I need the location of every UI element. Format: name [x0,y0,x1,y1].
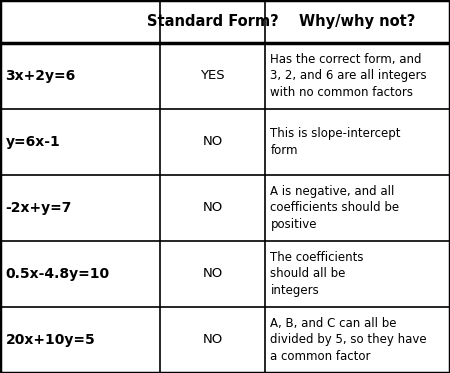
Text: y=6x-1: y=6x-1 [5,135,60,149]
Text: NO: NO [202,333,223,347]
Text: The coefficients
should all be
integers: The coefficients should all be integers [270,251,364,297]
Text: Standard Form?: Standard Form? [147,14,279,29]
Text: Has the correct form, and
3, 2, and 6 are all integers
with no common factors: Has the correct form, and 3, 2, and 6 ar… [270,53,427,99]
Text: This is slope-intercept
form: This is slope-intercept form [270,127,401,157]
Text: 0.5x-4.8y=10: 0.5x-4.8y=10 [5,267,109,281]
Text: NO: NO [202,267,223,280]
Text: -2x+y=7: -2x+y=7 [5,201,72,215]
Text: 3x+2y=6: 3x+2y=6 [5,69,76,83]
Text: NO: NO [202,135,223,148]
Text: A is negative, and all
coefficients should be
positive: A is negative, and all coefficients shou… [270,185,400,231]
Text: YES: YES [200,69,225,82]
Text: NO: NO [202,201,223,214]
Text: Why/why not?: Why/why not? [299,14,416,29]
Text: 20x+10y=5: 20x+10y=5 [5,333,95,347]
Text: A, B, and C can all be
divided by 5, so they have
a common factor: A, B, and C can all be divided by 5, so … [270,317,427,363]
